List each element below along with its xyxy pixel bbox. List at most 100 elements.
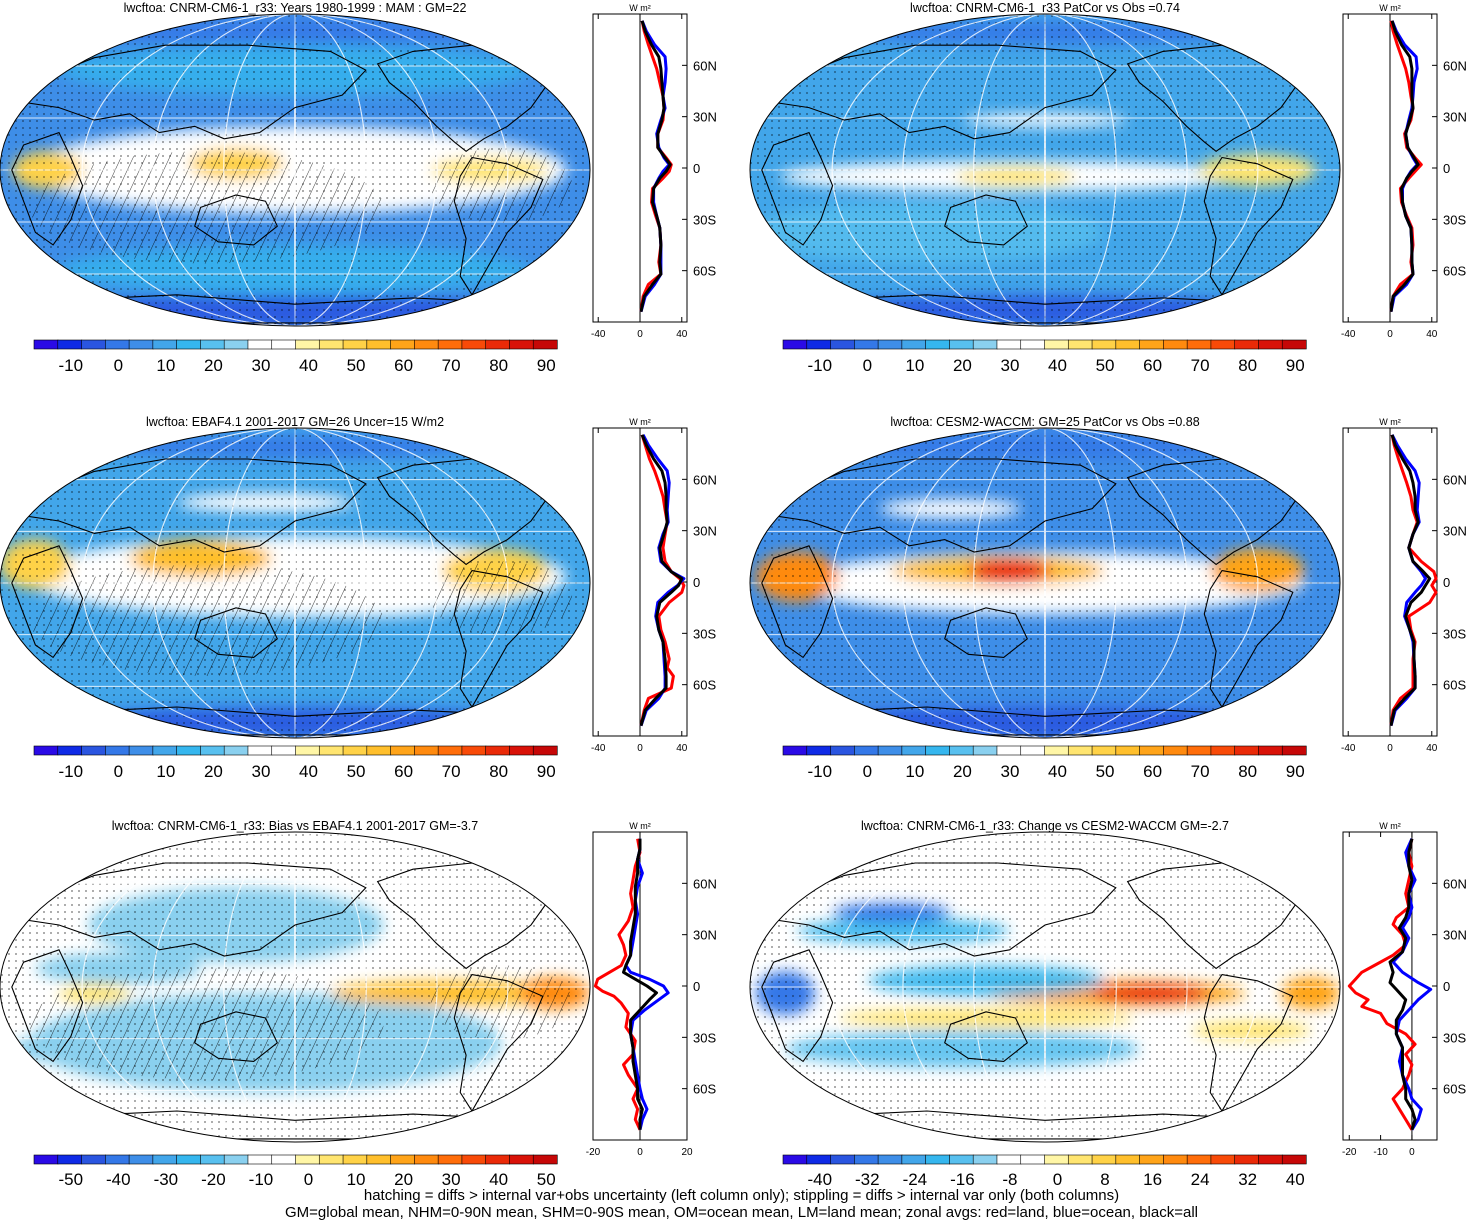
map-graticule [0, 428, 590, 738]
coastline-eurasia [16, 862, 367, 957]
coastline-africa [11, 131, 84, 246]
colorbar-swatch [949, 745, 974, 756]
longitude-line [1044, 832, 1046, 1142]
coastline-africa [761, 545, 834, 659]
lat-tick-label: 60N [693, 472, 717, 487]
colorbar-swatch [295, 339, 320, 350]
map-graticule [750, 14, 1340, 326]
colorbar-swatch [1281, 339, 1307, 350]
lat-tick-label: 0 [693, 979, 700, 994]
colorbar-tick-label: -40 [807, 1170, 832, 1189]
colorbar-swatch [200, 1154, 225, 1165]
colorbar-swatch [972, 1154, 998, 1165]
colorbar-swatch [1186, 339, 1212, 350]
colorbar-swatch [1210, 1154, 1236, 1165]
colorbar-tick-label: -8 [1002, 1170, 1017, 1189]
colorbar-tick-label: 0 [1053, 1170, 1062, 1189]
colorbar-swatch [81, 339, 106, 350]
profile-units: W m² [629, 417, 651, 427]
coastline-eurasia [766, 458, 1117, 553]
colorbar-tick-label: 16 [1143, 1170, 1162, 1189]
colorbar-tick-label: 40 [1048, 356, 1067, 375]
colorbar-swatch [437, 339, 463, 350]
colorbar-swatch [57, 339, 83, 350]
colorbar-tick-label: 60 [394, 356, 413, 375]
colorbar-tick-label: 0 [114, 762, 123, 781]
zonal-series-line [593, 838, 642, 1131]
colorbar-tick-label: 50 [347, 762, 366, 781]
colorbar-tick-label: -20 [201, 1170, 226, 1189]
colorbar-swatch [1234, 339, 1260, 350]
longitude-line [1044, 14, 1046, 326]
colorbar-swatch [782, 339, 808, 350]
map-border [0, 13, 591, 327]
map-title: lwcftoa: CNRM-CM6-1_r33: Bias vs EBAF4.1… [112, 819, 479, 833]
zonal-series-line [1389, 434, 1432, 727]
colorbar-tick-label: 30 [251, 762, 270, 781]
colorbar-tick-label: 32 [1238, 1170, 1257, 1189]
lat-tick-label: 30S [1443, 626, 1466, 641]
coastline-africa [11, 949, 84, 1063]
colorbar-swatch [366, 745, 392, 756]
colorbar-tick-label: 60 [1143, 356, 1162, 375]
colorbar-swatch [223, 745, 249, 756]
longitude-line [831, 832, 1259, 1142]
x-tick-label: 0 [1387, 329, 1393, 340]
colorbar-tick-label: 70 [1191, 356, 1210, 375]
colorbar-tick-label: 50 [537, 1170, 556, 1189]
longitude-line [902, 832, 1188, 1142]
map-graticule [750, 832, 1340, 1142]
colorbar-swatch [366, 1154, 392, 1165]
longitude-line [294, 832, 296, 1142]
colorbar-swatch [271, 339, 297, 350]
colorbar-tick-label: -10 [807, 356, 832, 375]
colorbar-swatch [485, 339, 511, 350]
zonal-profile: -40 0 40 W m² 60N 30N 0 30S 60S [591, 3, 717, 340]
longitude-line [223, 832, 367, 1142]
map-border [749, 427, 1341, 739]
panel-3: lwcftoa: EBAF4.1 2001-2017 GM=26 Uncer=1… [0, 415, 717, 781]
colorbar-tick-label: 50 [1096, 356, 1115, 375]
colorbar-swatch [854, 745, 879, 756]
colorbar-swatch [1044, 745, 1069, 756]
colorbar: -10 0 10 20 30 40 50 60 70 80 90 [33, 745, 558, 781]
longitude-line [152, 832, 438, 1142]
zonal-series-line [1389, 434, 1438, 726]
x-tick-label: 40 [1426, 743, 1438, 754]
lat-tick-label: 0 [1443, 575, 1450, 590]
colorbar-swatch [1234, 1154, 1260, 1165]
x-tick-label: 40 [1426, 329, 1438, 340]
colorbar-swatch [81, 745, 106, 756]
lat-tick-label: 60N [1443, 58, 1467, 73]
colorbar-swatch [1210, 745, 1236, 756]
colorbar-swatch [509, 339, 534, 350]
profile-units: W m² [1379, 417, 1401, 427]
colorbar-swatch [1139, 745, 1164, 756]
colorbar-swatch [271, 1154, 297, 1165]
colorbar-swatch [877, 1154, 903, 1165]
colorbar-tick-label: 10 [347, 1170, 366, 1189]
colorbar-swatch [532, 745, 558, 756]
colorbar-swatch [1258, 1154, 1283, 1165]
footer-line-1: hatching = diffs > internal var+obs unce… [363, 1187, 1120, 1204]
colorbar-tick-label: -40 [106, 1170, 131, 1189]
lat-tick-label: 60S [693, 1082, 716, 1097]
colorbar-swatch [1091, 745, 1117, 756]
colorbar-swatch [1115, 745, 1141, 756]
colorbar-swatch [1258, 339, 1283, 350]
map-field [0, 14, 590, 326]
x-tick-label: -20 [586, 1147, 601, 1158]
coastline-australia [194, 607, 278, 658]
profile-units: W m² [1379, 821, 1401, 831]
colorbar-swatch [1139, 1154, 1164, 1165]
map-field [0, 428, 590, 738]
coastline-southAmerica [1203, 569, 1294, 709]
map-border [0, 831, 591, 1143]
colorbar-tick-label: 40 [299, 356, 318, 375]
coastline-southAmerica [1203, 973, 1294, 1113]
map-field [0, 832, 590, 1142]
x-tick-label: -40 [591, 743, 606, 754]
lat-tick-label: 60N [693, 58, 717, 73]
colorbar-swatch [200, 339, 225, 350]
